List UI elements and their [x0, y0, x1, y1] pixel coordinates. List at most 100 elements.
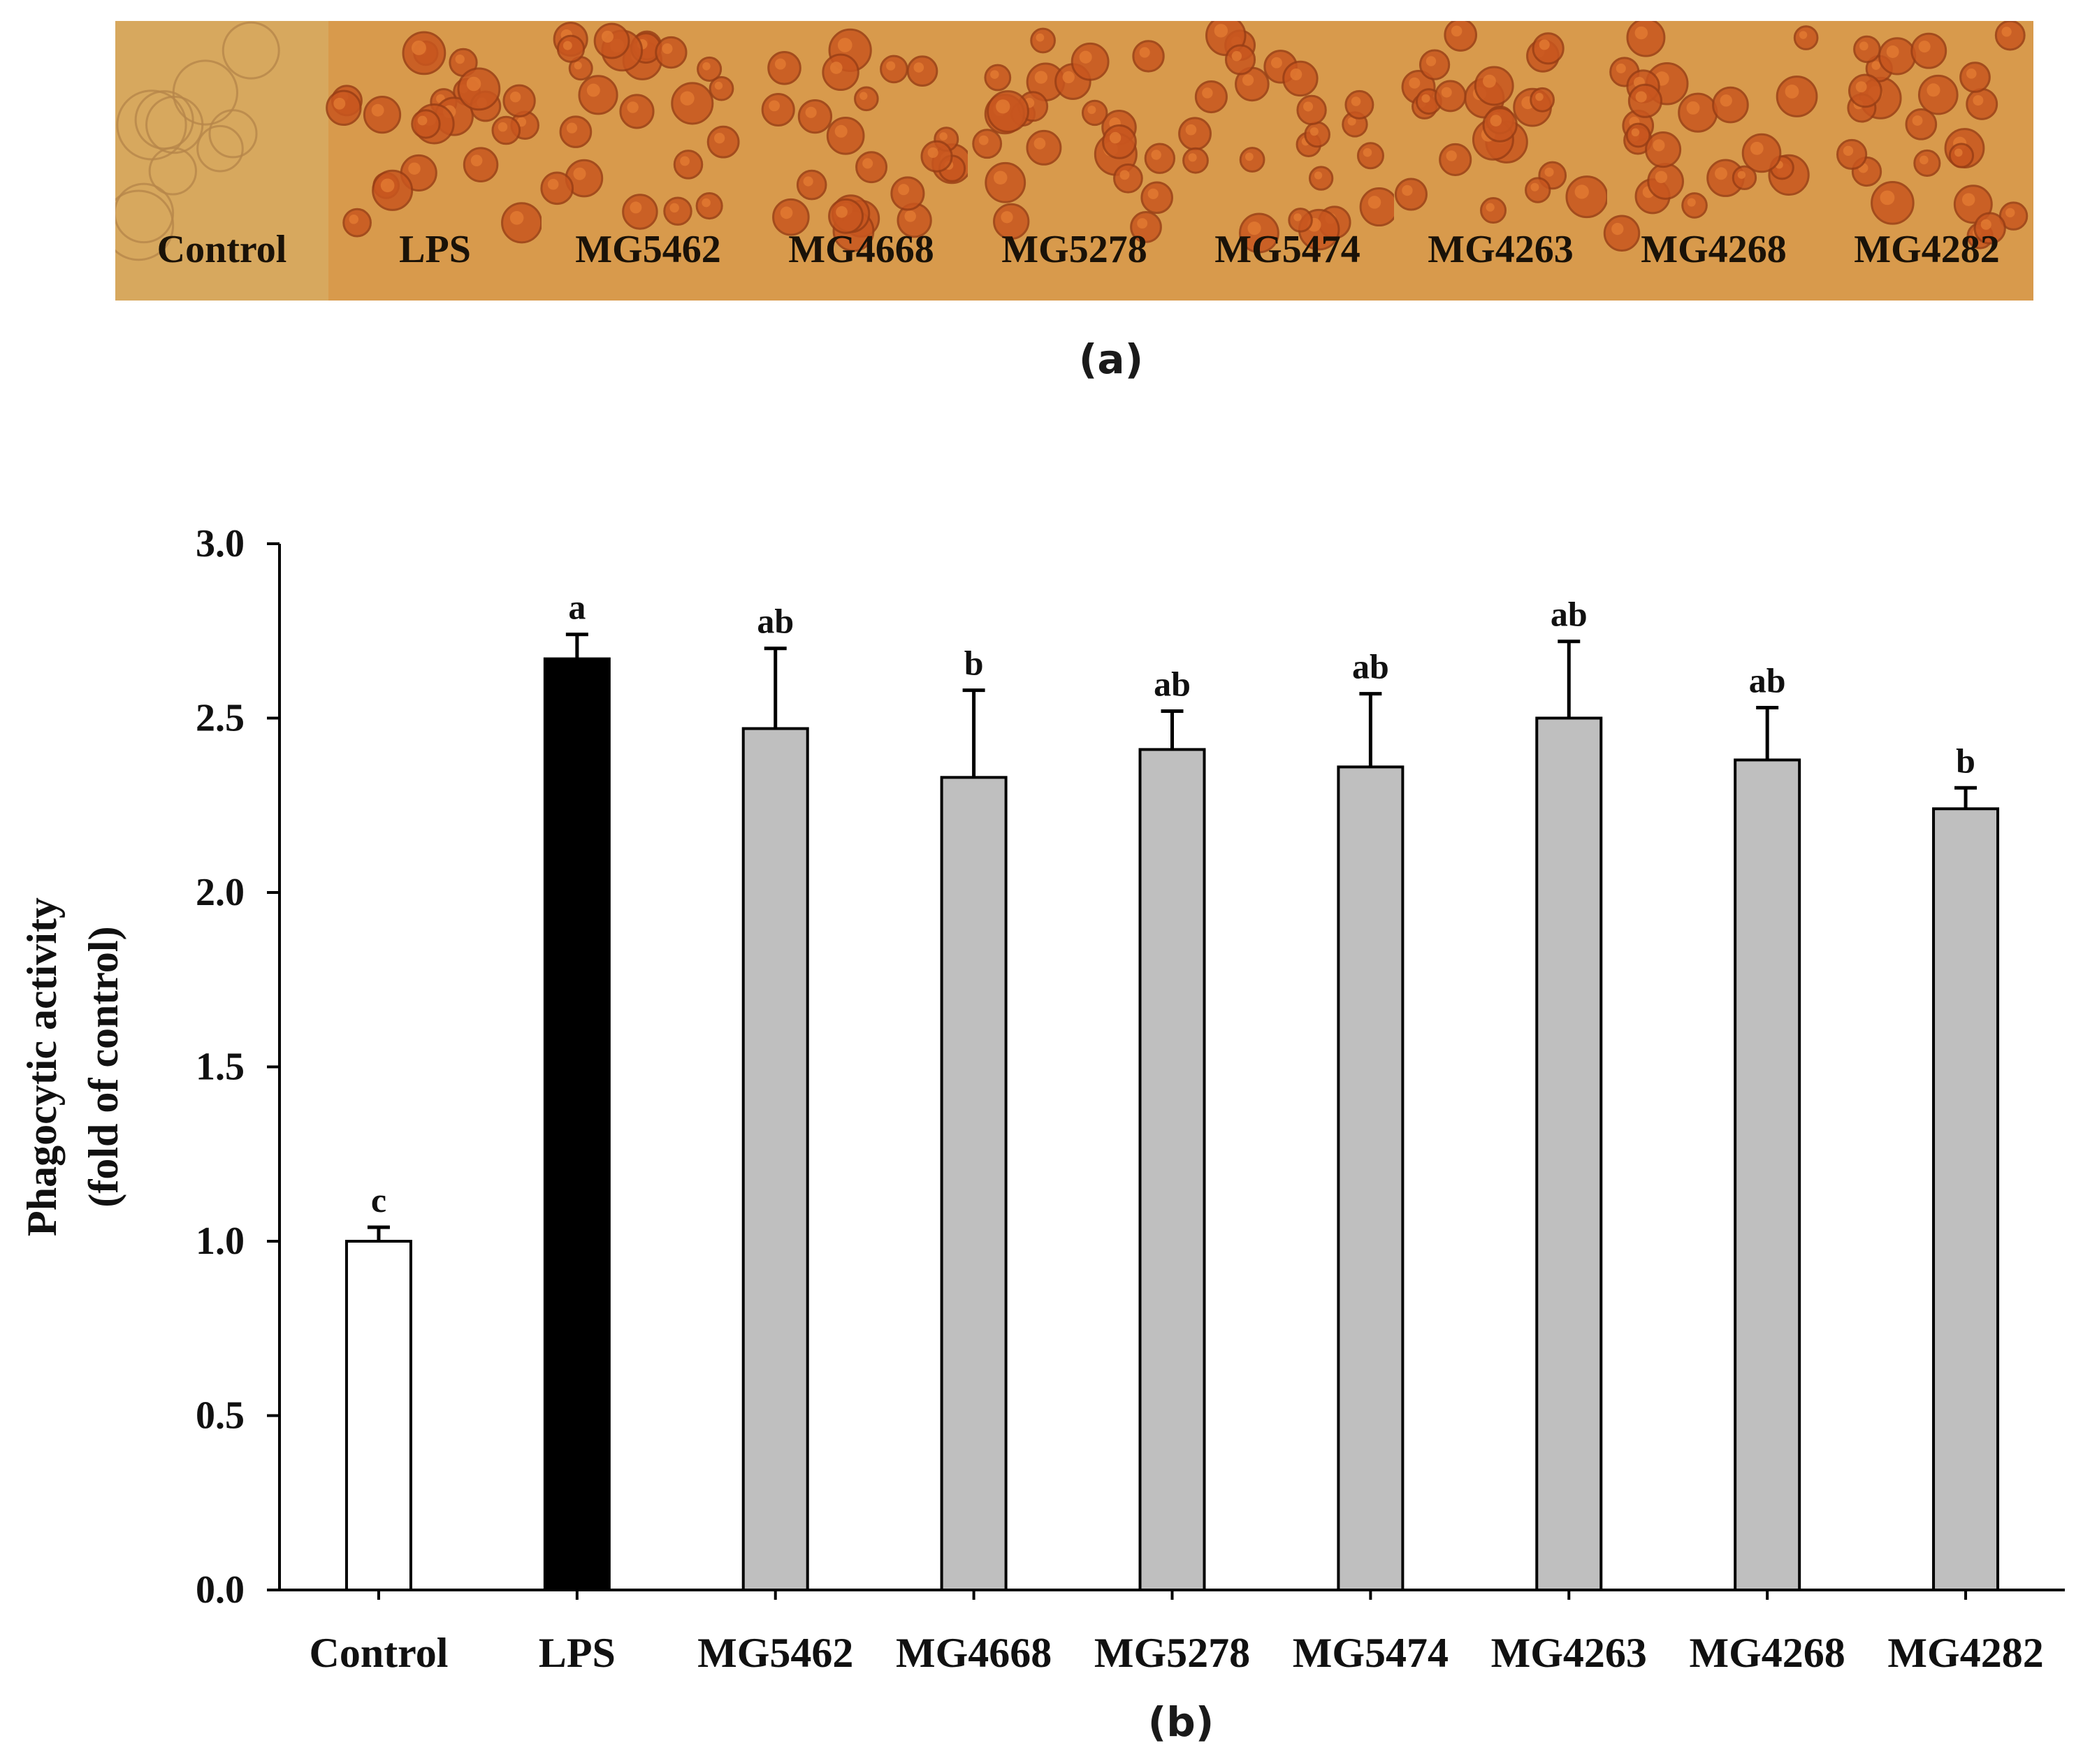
cell-highlight-mark: [713, 133, 725, 144]
cell-highlight-mark: [1483, 74, 1496, 88]
cell-mark: [890, 176, 925, 211]
x-category-label: MG4268: [1690, 1630, 1845, 1676]
micrograph-image: Control LPS MG5462 MG4668 MG5278 MG5474 MG4263…: [103, 15, 2034, 301]
cell-highlight-mark: [1720, 94, 1732, 107]
bar: [344, 1240, 412, 1591]
significance-label: ab: [1154, 665, 1191, 704]
micrograph-label: MG4263: [1428, 228, 1573, 271]
cell-mark: [1144, 143, 1176, 174]
cell-mark: [671, 82, 714, 125]
cell-mark: [1308, 166, 1334, 191]
cell-highlight-mark: [333, 97, 346, 110]
cell-mark: [619, 94, 655, 129]
cell-highlight-mark: [780, 206, 793, 219]
cell-highlight-mark: [996, 99, 1010, 114]
cell-mark: [828, 198, 864, 234]
cell-highlight-mark: [1918, 41, 1931, 53]
cell-highlight-mark: [1631, 128, 1640, 137]
significance-label: a: [568, 588, 586, 627]
significance-label: b: [1956, 741, 1975, 780]
cell-mark: [1681, 192, 1708, 219]
cell-mark: [222, 21, 280, 80]
cell-highlight-mark: [601, 30, 614, 43]
micrograph-panel: MG5278: [968, 21, 1182, 301]
cell-highlight-mark: [680, 156, 690, 166]
bar: [1138, 748, 1206, 1591]
cell-highlight-mark: [1231, 51, 1242, 62]
cell-mark: [578, 75, 618, 115]
cell-mark: [1026, 129, 1062, 166]
cell-mark: [1712, 86, 1749, 124]
cell-mark: [1081, 99, 1108, 126]
micrograph-label: MG4282: [1854, 228, 1999, 271]
cell-highlight-mark: [1137, 218, 1148, 229]
cell-highlight-mark: [1293, 213, 1302, 222]
cell-mark: [854, 86, 879, 112]
cell-highlight-mark: [411, 41, 426, 55]
significance-label: ab: [1551, 595, 1588, 634]
significance-label: ab: [1749, 661, 1786, 700]
cell-mark: [1853, 35, 1881, 64]
cell-mark: [1917, 74, 1959, 115]
x-category-label: MG5462: [697, 1630, 853, 1676]
cell-highlight-mark: [1530, 182, 1539, 191]
cell-highlight-mark: [1535, 92, 1544, 101]
cell-mark: [767, 51, 801, 85]
cell-highlight-mark: [2001, 27, 2012, 37]
micrograph-panel: MG5462: [540, 21, 755, 301]
cell-highlight-mark: [573, 167, 586, 180]
y-tick-label: 1.5: [196, 1046, 245, 1089]
cell-highlight-mark: [1785, 85, 1799, 99]
cell-highlight-mark: [1033, 138, 1046, 150]
cell-mark: [772, 198, 810, 236]
cell-mark: [1905, 108, 1938, 140]
cell-mark: [1282, 60, 1319, 97]
cell-mark: [1439, 143, 1472, 176]
cell-mark: [706, 125, 740, 159]
cell-highlight-mark: [993, 171, 1008, 185]
cell-mark: [501, 202, 543, 244]
cell-highlight-mark: [1966, 68, 1977, 79]
cell-highlight-mark: [805, 106, 817, 118]
y-tick-label: 0.0: [196, 1568, 245, 1612]
cell-highlight-mark: [586, 83, 600, 97]
cell-highlight-mark: [380, 178, 395, 193]
micrograph-panel: MG4268: [1603, 17, 1821, 301]
cell-mark: [342, 208, 372, 238]
cell-highlight-mark: [1973, 95, 1984, 106]
cell-highlight-mark: [1446, 150, 1457, 161]
cell-mark: [134, 90, 194, 150]
cell-highlight-mark: [630, 201, 642, 214]
cell-mark: [1194, 80, 1228, 114]
cell-mark: [1130, 211, 1162, 243]
cell-highlight-mark: [1119, 170, 1130, 180]
cell-highlight-mark: [1920, 155, 1929, 165]
cell-mark: [457, 67, 501, 111]
cell-highlight-mark: [829, 62, 843, 74]
cell-highlight-mark: [669, 203, 679, 213]
cell-mark: [1953, 185, 1993, 224]
cell-highlight-mark: [1363, 147, 1372, 157]
chart-significance-labels: c a ab b ab ab ab ab b: [371, 588, 1975, 1220]
cell-highlight-mark: [2005, 208, 2015, 218]
cell-highlight-mark: [1036, 33, 1045, 42]
y-axis-title-line: Phagocytic activity: [19, 897, 65, 1236]
cell-mark: [411, 109, 441, 139]
cell-mark: [695, 191, 723, 220]
panel-a-label: (a): [1078, 335, 1144, 383]
cell-mark: [1394, 178, 1428, 211]
cell-highlight-mark: [349, 215, 359, 224]
cell-highlight-mark: [1912, 115, 1923, 126]
cell-mark: [1625, 122, 1651, 148]
cell-mark: [1296, 94, 1327, 126]
cell-mark: [1530, 87, 1555, 113]
cell-highlight-mark: [862, 158, 873, 169]
cell-highlight-mark: [1859, 41, 1868, 51]
cell-highlight-mark: [1214, 24, 1228, 38]
cell-highlight-mark: [470, 154, 483, 167]
bar: [940, 776, 1008, 1591]
y-tick-label: 0.5: [196, 1394, 245, 1438]
significance-label: b: [964, 644, 984, 683]
cell-mark: [1973, 212, 2006, 245]
cell-mark: [1239, 147, 1265, 173]
